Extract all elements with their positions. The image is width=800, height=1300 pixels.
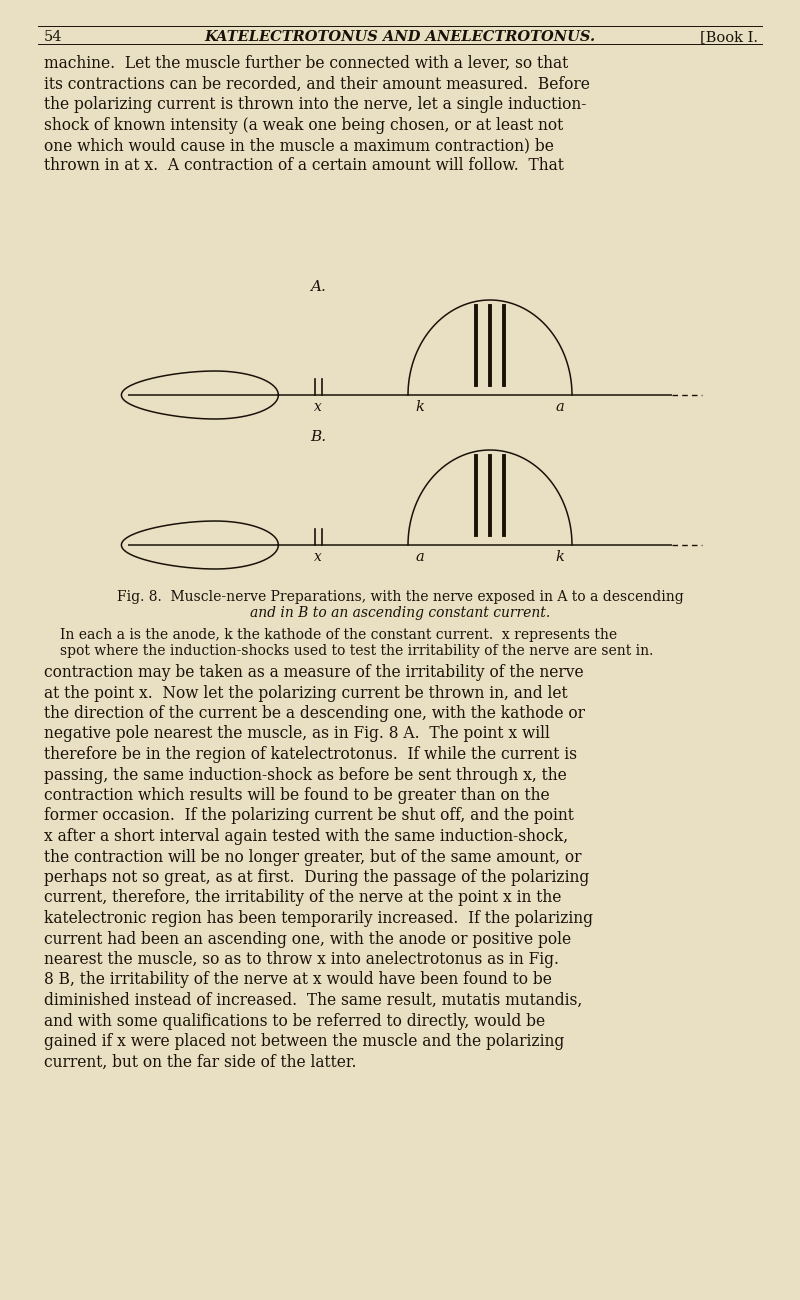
Text: 54: 54 xyxy=(44,30,62,44)
Text: one which would cause in the muscle a maximum contraction) be: one which would cause in the muscle a ma… xyxy=(44,136,554,153)
Text: current had been an ascending one, with the anode or positive pole: current had been an ascending one, with … xyxy=(44,931,571,948)
Text: B.: B. xyxy=(310,430,326,445)
Text: gained if x were placed not between the muscle and the polarizing: gained if x were placed not between the … xyxy=(44,1034,564,1050)
Text: Fig. 8.  Muscle-nerve Preparations, with the nerve exposed in A to a descending: Fig. 8. Muscle-nerve Preparations, with … xyxy=(117,590,683,605)
Text: A.: A. xyxy=(310,280,326,294)
Text: KATELECTROTONUS AND ANELECTROTONUS.: KATELECTROTONUS AND ANELECTROTONUS. xyxy=(205,30,595,44)
Text: the contraction will be no longer greater, but of the same amount, or: the contraction will be no longer greate… xyxy=(44,849,582,866)
Text: nearest the muscle, so as to throw x into anelectrotonus as in Fig.: nearest the muscle, so as to throw x int… xyxy=(44,952,559,968)
Text: and in B to an ascending constant current.: and in B to an ascending constant curren… xyxy=(250,606,550,620)
Text: x: x xyxy=(314,400,322,413)
Text: contraction may be taken as a measure of the irritability of the nerve: contraction may be taken as a measure of… xyxy=(44,664,584,681)
Text: contraction which results will be found to be greater than on the: contraction which results will be found … xyxy=(44,786,550,803)
Text: current, therefore, the irritability of the nerve at the point x in the: current, therefore, the irritability of … xyxy=(44,889,562,906)
Text: its contractions can be recorded, and their amount measured.  Before: its contractions can be recorded, and th… xyxy=(44,75,590,92)
Text: x: x xyxy=(314,550,322,564)
Text: k: k xyxy=(555,550,565,564)
Text: shock of known intensity (a weak one being chosen, or at least not: shock of known intensity (a weak one bei… xyxy=(44,117,563,134)
Text: diminished instead of increased.  The same result, mutatis mutandis,: diminished instead of increased. The sam… xyxy=(44,992,582,1009)
Text: and with some qualifications to be referred to directly, would be: and with some qualifications to be refer… xyxy=(44,1013,545,1030)
Text: spot where the induction-shocks used to test the irritability of the nerve are s: spot where the induction-shocks used to … xyxy=(60,644,654,658)
Text: k: k xyxy=(415,400,425,413)
Text: x after a short interval again tested with the same induction-shock,: x after a short interval again tested wi… xyxy=(44,828,568,845)
Text: a: a xyxy=(416,550,424,564)
Text: 8 B, the irritability of the nerve at x would have been found to be: 8 B, the irritability of the nerve at x … xyxy=(44,971,552,988)
Text: negative pole nearest the muscle, as in Fig. 8 A.  The point x will: negative pole nearest the muscle, as in … xyxy=(44,725,550,742)
Text: In each a is the anode, k the kathode of the constant current.  x represents the: In each a is the anode, k the kathode of… xyxy=(60,628,617,642)
Text: [Book I.: [Book I. xyxy=(700,30,758,44)
Text: perhaps not so great, as at first.  During the passage of the polarizing: perhaps not so great, as at first. Durin… xyxy=(44,868,590,887)
Text: a: a xyxy=(556,400,564,413)
Text: the direction of the current be a descending one, with the kathode or: the direction of the current be a descen… xyxy=(44,705,585,722)
Text: machine.  Let the muscle further be connected with a lever, so that: machine. Let the muscle further be conne… xyxy=(44,55,568,72)
Text: katelectronic region has been temporarily increased.  If the polarizing: katelectronic region has been temporaril… xyxy=(44,910,593,927)
Text: current, but on the far side of the latter.: current, but on the far side of the latt… xyxy=(44,1053,357,1070)
Text: passing, the same induction-shock as before be sent through x, the: passing, the same induction-shock as bef… xyxy=(44,767,566,784)
Text: thrown in at x.  A contraction of a certain amount will follow.  That: thrown in at x. A contraction of a certa… xyxy=(44,157,564,174)
Text: therefore be in the region of katelectrotonus.  If while the current is: therefore be in the region of katelectro… xyxy=(44,746,577,763)
Text: former occasion.  If the polarizing current be shut off, and the point: former occasion. If the polarizing curre… xyxy=(44,807,574,824)
Text: at the point x.  Now let the polarizing current be thrown in, and let: at the point x. Now let the polarizing c… xyxy=(44,685,568,702)
Text: the polarizing current is thrown into the nerve, let a single induction-: the polarizing current is thrown into th… xyxy=(44,96,586,113)
